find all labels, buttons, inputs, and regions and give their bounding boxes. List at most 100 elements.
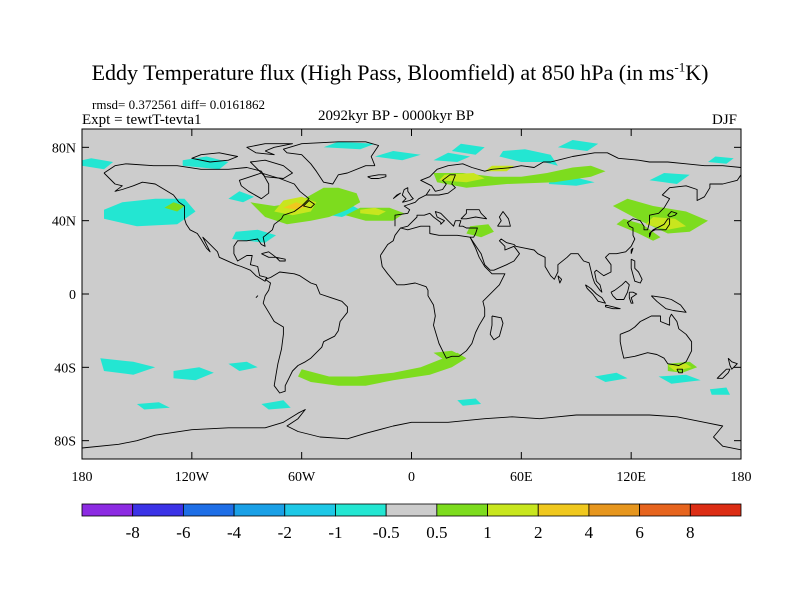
coastline-25: [619, 313, 693, 366]
y-tick-label-3: 40S: [54, 361, 76, 376]
colorbar-label-3: -2: [278, 523, 292, 542]
coastline-2: [379, 225, 506, 359]
contour-region-2: [182, 156, 229, 170]
coastline-17: [667, 211, 678, 218]
coastline-6: [469, 174, 741, 293]
contour-region-26: [433, 165, 606, 188]
coastline-3: [394, 152, 741, 227]
coastline-layer: [82, 141, 741, 451]
contour-region-38: [645, 217, 687, 230]
y-axis: 80N 40N 0 40S 80S: [52, 141, 741, 450]
colorbar-box-9: [537, 503, 590, 517]
colorbar-label-2: -4: [227, 523, 242, 542]
contour-region-5: [374, 151, 421, 161]
y-tick-label-4: 80S: [54, 435, 76, 450]
coastline-24: [650, 295, 687, 313]
x-tick-label-2: 60W: [288, 470, 316, 485]
contour-region-6: [323, 141, 375, 150]
contour-region-39: [667, 363, 692, 371]
coastline-14: [191, 152, 239, 163]
title-end: K): [685, 60, 709, 85]
coastline-26: [676, 368, 683, 374]
contour-region-31: [298, 352, 467, 386]
chart-title: Eddy Temperature flux (High Pass, Bloomf…: [0, 59, 800, 85]
contour-region-20: [658, 374, 701, 384]
map-background: [82, 129, 741, 459]
contour-region-8: [451, 143, 485, 155]
colorbar-label-5: -0.5: [373, 523, 400, 542]
colorbar-label-8: 2: [534, 523, 543, 542]
colorbar: -8 -6 -4 -2 -1 -0.5 0.5 1 2 4 6 8: [81, 503, 742, 542]
coastline-11: [367, 174, 387, 179]
contour-region-14: [100, 358, 156, 375]
colorbar-box-4: [284, 503, 336, 517]
colorbar-box-1: [132, 503, 184, 517]
contour-region-28: [612, 198, 708, 234]
coastline-30: [557, 275, 563, 284]
coastline-34: [255, 295, 259, 299]
contour-fill-layer: [82, 140, 734, 410]
coastline-1: [262, 271, 348, 394]
coastline-0: [103, 163, 310, 282]
y-tick-label-0: 80N: [52, 141, 76, 156]
coastline-16: [649, 218, 671, 238]
coastline-27: [727, 357, 738, 370]
colorbar-box-12: [689, 503, 742, 517]
coastline-5: [460, 209, 488, 220]
coastline-19: [630, 258, 643, 284]
coastline-18: [630, 247, 634, 254]
colorbar-box-8: [487, 503, 539, 517]
colorbar-box-10: [588, 503, 641, 517]
season-label: DJF: [712, 112, 738, 128]
colorbar-label-0: -8: [126, 523, 140, 542]
contour-region-19: [594, 372, 628, 382]
x-tick-label-0: 180: [72, 470, 93, 485]
colorbar-label-6: 0.5: [426, 523, 447, 542]
contour-region-16: [228, 361, 258, 371]
title-superscript: -1: [674, 59, 686, 75]
colorbar-label-9: 4: [585, 523, 594, 542]
colorbar-label-4: -1: [328, 523, 342, 542]
colorbar-label-10: 6: [635, 523, 644, 542]
coastline-23: [628, 291, 638, 304]
contour-region-1: [82, 158, 114, 170]
colorbar-box-7: [436, 503, 488, 517]
coastline-31: [82, 409, 741, 451]
colorbar-box-2: [182, 503, 235, 517]
coastline-22: [610, 280, 630, 300]
coastline-4: [400, 211, 478, 238]
x-tick-label-1: 120W: [175, 470, 210, 485]
coastline-10: [401, 187, 414, 203]
contour-region-35: [360, 207, 386, 216]
stats-label: rmsd= 0.372561 diff= 0.0161862: [92, 97, 265, 112]
x-tick-label-6: 180: [731, 470, 752, 485]
colorbar-label-1: -6: [176, 523, 190, 542]
contour-region-21: [709, 387, 730, 395]
coastline-20: [584, 284, 606, 304]
contour-region-3: [232, 229, 276, 243]
coastline-15: [246, 143, 293, 156]
colorbar-box-5: [335, 503, 387, 517]
period-label: 2092kyr BP - 0000kyr BP: [318, 108, 475, 124]
coastline-33: [275, 256, 286, 262]
y-tick-label-1: 40N: [52, 215, 76, 230]
coastline-8: [303, 200, 315, 209]
colorbar-box-3: [233, 503, 286, 517]
colorbar-label-7: 1: [483, 523, 492, 542]
coastline-9: [392, 192, 401, 200]
experiment-label: Expt = tewtT-tevta1: [82, 112, 202, 128]
colorbar-label-11: 8: [686, 523, 695, 542]
contour-region-10: [557, 140, 599, 151]
colorbar-box-0: [81, 503, 134, 517]
contour-region-27: [466, 224, 494, 238]
coastline-13: [249, 159, 293, 179]
colorbar-box-11: [639, 503, 691, 517]
contour-region-30: [164, 202, 185, 212]
x-tick-label-4: 60E: [510, 470, 533, 485]
contour-region-17: [136, 402, 170, 410]
contour-region-23: [228, 191, 255, 203]
contour-region-18: [261, 400, 291, 410]
coastline-29: [489, 315, 504, 341]
contour-region-40: [283, 202, 308, 210]
